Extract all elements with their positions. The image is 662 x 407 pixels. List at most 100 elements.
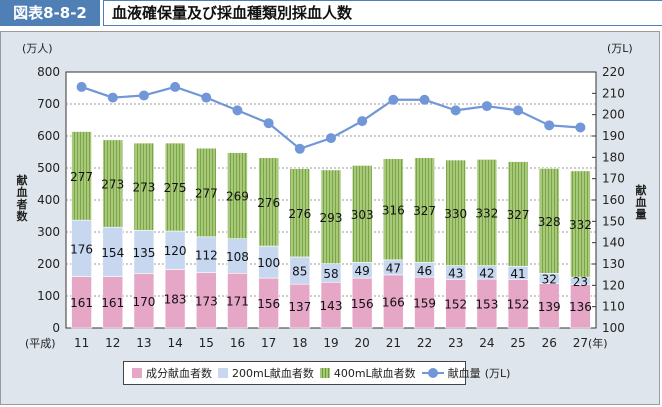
data-label: 139 [538,300,561,314]
data-label: 269 [226,190,249,204]
axis-title-char: 献 [636,183,647,197]
data-label: 23 [573,275,588,289]
data-label: 136 [569,300,592,314]
data-label: 273 [101,178,124,192]
right-axis-label: 献血量 [636,183,647,221]
data-label: 154 [101,246,124,260]
bar-400ml [414,157,435,263]
legend-item-volume: 献血量 (万L) [421,365,511,381]
bar-400ml [320,169,342,264]
data-label: 58 [323,267,338,281]
line-point [481,101,492,112]
line-point [263,118,274,129]
bar-400ml [570,170,591,278]
bar-400ml [164,142,186,232]
legend-label: 献血量 [447,367,481,380]
data-label: 330 [444,207,467,221]
data-label: 276 [288,207,311,221]
right-tick-label: 130 [602,257,625,271]
x-tick-label: 22 [417,336,432,350]
data-label: 112 [195,249,218,263]
left-tick-label: 800 [37,65,60,79]
data-label: 176 [70,242,93,256]
line-point [201,92,212,103]
data-label: 108 [226,250,249,264]
data-label: 156 [351,297,374,311]
data-label: 46 [417,264,432,278]
data-label: 316 [382,203,405,217]
line-point [544,120,555,131]
line-point [388,94,399,105]
data-label: 327 [507,208,530,222]
figure-title: 血液確保量及び採血種類別採血人数 [103,0,662,26]
line-point [419,94,430,105]
left-tick-label: 600 [37,129,60,143]
data-label: 161 [70,296,93,310]
line-point [294,143,305,154]
right-tick-label: 120 [602,278,625,292]
data-label: 275 [164,181,187,195]
data-label: 170 [132,295,155,309]
line-point [575,122,586,133]
legend-item-400ml: 400mL献血者数 [319,365,416,381]
data-label: 173 [195,294,218,308]
bar-400ml [102,139,124,228]
left-tick-label: 700 [37,97,60,111]
right-tick-label: 110 [602,300,625,314]
legend-swatch-400ml [319,368,330,378]
legend-unit: (万L) [484,367,511,380]
data-label: 42 [479,266,494,280]
data-label: 135 [132,246,155,260]
x-tick-label: 18 [292,336,307,350]
right-tick-label: 210 [602,86,625,100]
legend: 成分献血者数 200mL献血者数 400mL献血者数 献血量 (万L) [123,361,510,385]
data-label: 49 [355,264,370,278]
line-point [76,81,87,92]
bar-400ml [445,159,467,266]
data-label: 43 [448,266,463,280]
axis-title-char: 数 [17,209,29,223]
line-point [450,105,461,116]
bar-400ml [507,161,529,267]
bar-400ml [383,158,404,261]
x-tick-label: 24 [479,336,494,350]
bar-400ml [351,165,373,263]
x-suffix: (年) [588,336,608,350]
data-label: 293 [320,211,343,225]
right-axis-unit: (万L) [607,42,633,55]
data-label: 153 [475,298,498,312]
bar-labels: 161 176 277 161 154 273 170 135 273 183 120 275 173 1… [70,170,592,314]
left-axis-label: 献血者数 [16,173,29,223]
right-tick-label: 220 [602,65,625,79]
data-label: 156 [257,297,280,311]
legend-item-component: 成分献血者数 [132,365,212,381]
legend-swatch-component [132,368,142,378]
line-point [326,133,336,144]
x-tick-label: 26 [542,336,557,350]
data-label: 85 [292,265,307,279]
bar-400ml [289,168,311,258]
left-tick-label: 200 [37,257,60,271]
line-point [170,81,181,92]
data-label: 161 [101,296,124,310]
bar-400ml [476,159,498,266]
x-tick-label: 16 [230,336,245,350]
axes: 0 100 200 300 400 500 600 700 800 100 110 120 130 140… [37,65,625,350]
axis-title-char: 血 [636,195,647,209]
data-label: 327 [413,204,436,218]
x-tick-label: 21 [386,336,401,350]
right-tick-label: 150 [602,214,625,228]
legend-label: 成分献血者数 [146,367,212,380]
figure-number: 図表8-8-2 [0,0,100,26]
legend-item-200ml: 200mL献血者数 [218,365,314,381]
right-tick-label: 190 [602,129,625,143]
data-label: 120 [164,244,187,258]
x-tick-label: 17 [261,336,276,350]
right-tick-label: 200 [602,108,625,122]
x-tick-label: 23 [448,336,463,350]
data-label: 152 [507,298,530,312]
bar-400ml [71,131,92,221]
data-label: 332 [569,218,592,232]
x-tick-label: 14 [167,336,182,350]
